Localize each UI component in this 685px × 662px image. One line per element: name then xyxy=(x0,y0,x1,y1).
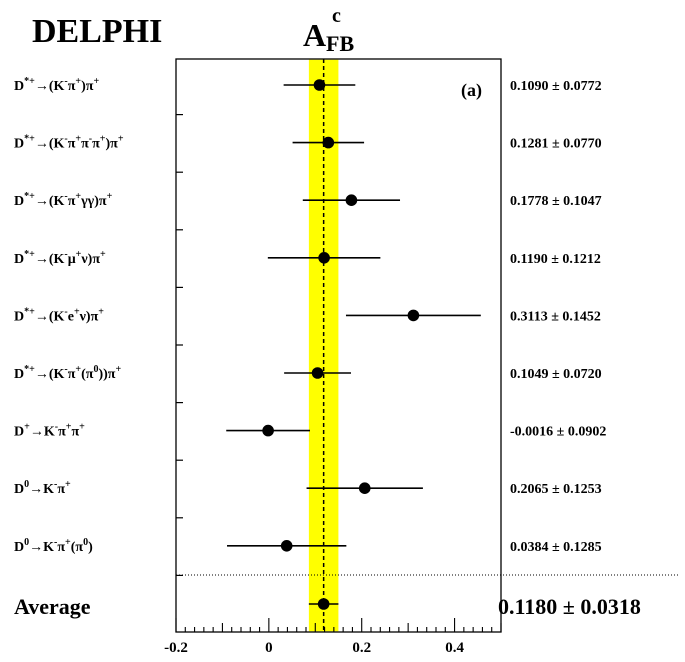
value-label: 0.1281 ± 0.0770 xyxy=(510,137,602,152)
data-point xyxy=(283,79,356,91)
data-points xyxy=(226,79,481,610)
y-ticks xyxy=(176,113,183,577)
x-tick-label: -0.2 xyxy=(164,640,188,656)
experiment-title: DELPHI xyxy=(32,13,162,50)
value-label: -0.0016 ± 0.0902 xyxy=(510,425,606,440)
value-label: 0.0384 ± 0.1285 xyxy=(510,540,602,555)
chart-title-superscript: c xyxy=(332,5,341,27)
data-point xyxy=(306,482,423,495)
plot-area: -0.2 0 0.2 0.4 (a) xyxy=(164,58,680,656)
point-marker xyxy=(318,251,330,264)
average-label: Average xyxy=(14,594,91,619)
point-marker xyxy=(407,309,420,322)
point-marker xyxy=(358,482,371,495)
point-marker xyxy=(317,598,330,610)
channel-label: D+→K-π+π+ xyxy=(14,422,85,440)
x-ticks: -0.2 0 0.2 0.4 xyxy=(164,618,502,656)
value-labels: 0.1090 ± 0.0772 0.1281 ± 0.0770 0.1778 ± 0… xyxy=(510,79,606,555)
chart-title-subscript: FB xyxy=(326,31,354,56)
chart-title-main: A xyxy=(303,17,326,53)
channel-label: D0→K-π+ xyxy=(14,479,71,497)
average-value-label: 0.1180 ± 0.0318 xyxy=(498,594,641,619)
point-marker xyxy=(345,194,358,206)
chart-title: A c FB xyxy=(303,5,354,56)
data-point xyxy=(267,251,381,264)
channel-label: D*+→(K-π+)π+ xyxy=(14,76,99,94)
value-label: 0.1190 ± 0.1212 xyxy=(510,252,601,267)
channel-label: D*+→(K-π+π-π+)π+ xyxy=(14,134,124,152)
average-marker xyxy=(308,598,339,610)
point-marker xyxy=(262,424,274,437)
point-marker xyxy=(322,136,335,149)
point-marker xyxy=(280,540,293,552)
data-point xyxy=(284,367,351,379)
data-point xyxy=(226,424,310,437)
channel-label: D*+→(K-π+γγ)π+ xyxy=(14,191,113,209)
value-label: 0.2065 ± 0.1253 xyxy=(510,482,602,497)
channel-labels: D*+→(K-π+)π+ D*+→(K-π+π-π+)π+ D*+→(K-π+γγ)… xyxy=(14,76,124,555)
panel-label: (a) xyxy=(461,80,482,101)
channel-label: D*+→(K-e+ν)π+ xyxy=(14,306,104,324)
value-label: 0.3113 ± 0.1452 xyxy=(510,309,601,324)
x-tick-label: 0.4 xyxy=(445,640,464,656)
x-tick-label: 0 xyxy=(265,640,273,656)
channel-label: D*+→(K-π+(π0))π+ xyxy=(14,364,121,382)
channel-label: D*+→(K-μ+ν)π+ xyxy=(14,249,106,267)
x-tick-label: 0.2 xyxy=(352,640,371,656)
value-label: 0.1090 ± 0.0772 xyxy=(510,79,602,94)
data-point xyxy=(292,136,365,149)
value-label: 0.1778 ± 0.1047 xyxy=(510,194,602,209)
data-point xyxy=(345,309,481,322)
data-point xyxy=(227,540,347,552)
channel-label: D0→K-π+(π0) xyxy=(14,537,93,555)
point-marker xyxy=(311,367,324,379)
point-marker xyxy=(313,79,326,91)
value-label: 0.1049 ± 0.0720 xyxy=(510,367,602,382)
data-point xyxy=(302,194,401,206)
